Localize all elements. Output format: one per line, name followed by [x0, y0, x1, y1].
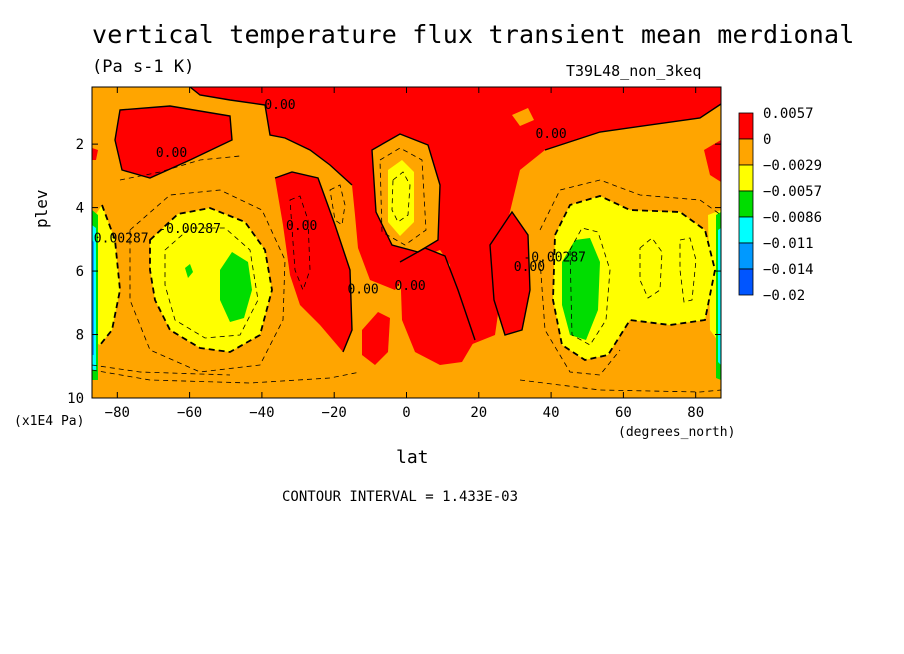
- legend-swatch: [738, 190, 754, 218]
- negative-contours-thin: [92, 147, 721, 393]
- legend-label: −0.014: [763, 262, 814, 278]
- cyan-strip-north-edge: [718, 228, 721, 365]
- negative-contours-bold: [99, 195, 716, 361]
- red-region-north-edge: [704, 140, 721, 182]
- legend-label: 0: [763, 132, 771, 148]
- contour-labels: 0.000.000.00-0.00287-0.00287 0.000.00 0.00…: [86, 98, 586, 297]
- x-tick-label: 60: [615, 405, 632, 421]
- legend-label: −0.0057: [763, 184, 822, 200]
- x-tick-label: 20: [470, 405, 487, 421]
- contour-label: 0.00: [535, 127, 566, 142]
- legend-swatch: [738, 138, 754, 166]
- y-axis: 2 4 6 8 10: [67, 137, 721, 407]
- x-tick-label: −60: [177, 405, 202, 421]
- legend-label: −0.02: [763, 288, 805, 304]
- x-axis-label: lat: [396, 447, 429, 468]
- x-axis-units: (degrees_north): [618, 425, 736, 440]
- legend-swatch: [738, 216, 754, 244]
- contour-label: -0.00287: [86, 232, 149, 247]
- contour-label: 0.00: [514, 260, 545, 275]
- green-region-south: [220, 252, 252, 322]
- contour-label: -0.00287: [523, 251, 586, 266]
- contour-label: 0.00: [156, 146, 187, 161]
- contour-label: 0.00: [394, 279, 425, 294]
- red-region-southern-column: [275, 172, 352, 352]
- y-tick-label: 2: [76, 137, 84, 153]
- x-tick-label: −80: [105, 405, 130, 421]
- red-region-south-edge: [92, 148, 98, 160]
- run-id: T39L48_non_3keq: [566, 62, 702, 80]
- y-tick-label: 6: [76, 264, 84, 280]
- y-tick-label: 4: [76, 201, 84, 217]
- contour-label: -0.00287: [158, 222, 221, 237]
- red-region-northern-column: [490, 212, 530, 335]
- x-axis: −80 −60 −40 −20 0 20 40 60 80: [105, 87, 704, 421]
- y-axis-units: (x1E4 Pa): [14, 414, 85, 429]
- legend-swatch: [738, 242, 754, 270]
- x-tick-label: 40: [543, 405, 560, 421]
- color-legend: 0.0057 0 −0.0029 −0.0057 −0.0086 −0.011 −0.014…: [738, 106, 822, 304]
- y-tick-label: 10: [67, 391, 84, 407]
- orange-island-small: [512, 108, 534, 126]
- contour-label: 0.00: [286, 219, 317, 234]
- red-region-tropical-lower: [400, 248, 475, 365]
- yellow-region-equator: [388, 160, 414, 236]
- legend-label: −0.0086: [763, 210, 822, 226]
- yellow-region-south-edge: [92, 205, 120, 345]
- contour-label: 0.00: [347, 282, 378, 297]
- y-axis-label: plev: [32, 189, 51, 228]
- legend-swatch: [738, 164, 754, 192]
- contour-interval: CONTOUR INTERVAL = 1.433E-03: [282, 489, 519, 505]
- zero-contours: [114, 87, 721, 353]
- contour-fill-layer: 0.000.000.00-0.00287-0.00287 0.000.00 0.00…: [86, 87, 721, 398]
- red-region-southern-cell: [115, 106, 232, 178]
- legend-swatch: [738, 268, 754, 296]
- legend-label: 0.0057: [763, 106, 814, 122]
- x-tick-label: −40: [249, 405, 274, 421]
- x-tick-label: −20: [322, 405, 347, 421]
- y-tick-label: 8: [76, 328, 84, 344]
- x-tick-label: 0: [402, 405, 410, 421]
- legend-swatch: [738, 112, 754, 140]
- contour-label: 0.00: [264, 98, 295, 113]
- legend-label: −0.011: [763, 236, 814, 252]
- chart-title: vertical temperature flux transient mean…: [92, 20, 855, 49]
- red-region-top-center: [190, 87, 721, 345]
- red-region-small-south: [362, 312, 390, 365]
- green-dot-south: [185, 264, 193, 278]
- chart-units: (Pa s-1 K): [92, 57, 195, 77]
- legend-label: −0.0029: [763, 158, 822, 174]
- x-tick-label: 80: [687, 405, 704, 421]
